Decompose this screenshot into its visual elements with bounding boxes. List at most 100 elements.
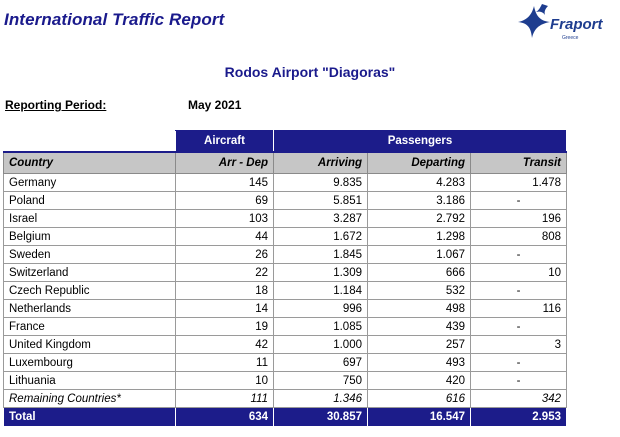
table-cell: 666 <box>367 263 471 282</box>
table-row: Lithuania 10 750 420- <box>3 371 567 390</box>
table-cell: Belgium <box>3 227 176 246</box>
column-header-arr-dep: Arr - Dep <box>175 151 274 174</box>
table-cell: - <box>470 245 567 264</box>
table-row: Israel 103 3.287 2.792 196 <box>3 209 567 228</box>
table-cell: - <box>470 371 567 390</box>
fraport-logo: Fraport Greece <box>510 2 618 48</box>
group-header-aircraft: Aircraft <box>175 130 274 153</box>
table-cell: 3 <box>470 335 567 354</box>
table-cell: 103 <box>175 209 274 228</box>
table-cell: 4.283 <box>367 173 471 192</box>
logo-text: Fraport <box>550 16 603 33</box>
table-row: Netherlands 14 996 498 116 <box>3 299 567 318</box>
table-cell: Luxembourg <box>3 353 176 372</box>
table-cell: 11 <box>175 353 274 372</box>
traffic-table: Aircraft Passengers Country Arr - Dep Ar… <box>3 130 567 427</box>
table-cell: France <box>3 317 176 336</box>
report-title: International Traffic Report <box>4 10 225 29</box>
table-cell: 697 <box>273 353 368 372</box>
fraport-star-icon <box>518 4 550 38</box>
table-cell: Lithuania <box>3 371 176 390</box>
table-body: Germany 145 9.835 4.283 1.478 Poland 69 5.851 3.… <box>3 173 567 427</box>
table-cell: 2.792 <box>367 209 471 228</box>
table-cell: 1.478 <box>470 173 567 192</box>
table-cell: 498 <box>367 299 471 318</box>
table-cell: Germany <box>3 173 176 192</box>
table-cell: - <box>470 317 567 336</box>
table-cell: 1.845 <box>273 245 368 264</box>
table-cell: 14 <box>175 299 274 318</box>
table-cell: 10 <box>175 371 274 390</box>
table-cell: Poland <box>3 191 176 210</box>
table-cell: 26 <box>175 245 274 264</box>
table-cell: 1.067 <box>367 245 471 264</box>
table-cell: 616 <box>367 389 471 408</box>
column-header-arriving: Arriving <box>273 151 368 174</box>
table-cell: 1.672 <box>273 227 368 246</box>
table-cell: United Kingdom <box>3 335 176 354</box>
table-cell: 30.857 <box>273 407 368 427</box>
table-cell: 22 <box>175 263 274 282</box>
column-header-departing: Departing <box>367 151 471 174</box>
table-row: Poland 69 5.851 3.186- <box>3 191 567 210</box>
table-cell: 808 <box>470 227 567 246</box>
table-cell: 342 <box>470 389 567 408</box>
table-cell: 111 <box>175 389 274 408</box>
table-cell: 16.547 <box>367 407 471 427</box>
table-cell: - <box>470 353 567 372</box>
table-cell: 3.186 <box>367 191 471 210</box>
table-row: Sweden 26 1.845 1.067- <box>3 245 567 264</box>
table-cell: 116 <box>470 299 567 318</box>
logo-subtext: Greece <box>562 35 579 41</box>
total-row: Total 634 30.857 16.547 2.953 <box>3 407 567 427</box>
table-cell: 9.835 <box>273 173 368 192</box>
table-cell: 1.346 <box>273 389 368 408</box>
table-cell: Sweden <box>3 245 176 264</box>
table-cell: 996 <box>273 299 368 318</box>
group-header-row: Aircraft Passengers <box>3 130 567 153</box>
table-cell: 3.287 <box>273 209 368 228</box>
table-cell: 196 <box>470 209 567 228</box>
table-row: Belgium 44 1.672 1.298 808 <box>3 227 567 246</box>
table-cell: 532 <box>367 281 471 300</box>
table-cell: 18 <box>175 281 274 300</box>
table-row: United Kingdom 42 1.000 257 3 <box>3 335 567 354</box>
table-cell: 439 <box>367 317 471 336</box>
table-cell: Total <box>3 407 176 427</box>
table-cell: 1.309 <box>273 263 368 282</box>
table-row: France 19 1.085 439- <box>3 317 567 336</box>
table-cell: 1.184 <box>273 281 368 300</box>
group-header-blank <box>3 130 176 153</box>
table-cell: Netherlands <box>3 299 176 318</box>
table-cell: 42 <box>175 335 274 354</box>
table-cell: 5.851 <box>273 191 368 210</box>
table-cell: 750 <box>273 371 368 390</box>
table-cell: 1.085 <box>273 317 368 336</box>
table-cell: Remaining Countries* <box>3 389 176 408</box>
table-cell: 257 <box>367 335 471 354</box>
table-cell: 69 <box>175 191 274 210</box>
table-cell: - <box>470 191 567 210</box>
table-cell: 420 <box>367 371 471 390</box>
column-header-country: Country <box>3 151 176 174</box>
table-cell: 1.298 <box>367 227 471 246</box>
table-cell: Israel <box>3 209 176 228</box>
reporting-period-label: Reporting Period: <box>5 98 107 112</box>
table-cell: Czech Republic <box>3 281 176 300</box>
table-row: Switzerland 22 1.309 666 10 <box>3 263 567 282</box>
table-row: Luxembourg 11 697 493- <box>3 353 567 372</box>
table-row: Czech Republic 18 1.184 532- <box>3 281 567 300</box>
table-cell: 19 <box>175 317 274 336</box>
table-cell: 145 <box>175 173 274 192</box>
reporting-period-value: May 2021 <box>188 98 242 112</box>
remaining-countries-row: Remaining Countries* 111 1.346 616 342 <box>3 389 567 408</box>
table-cell: 10 <box>470 263 567 282</box>
table-cell: Switzerland <box>3 263 176 282</box>
table-cell: 634 <box>175 407 274 427</box>
table-cell: 1.000 <box>273 335 368 354</box>
airport-title: Rodos Airport "Diagoras" <box>224 64 396 80</box>
table-cell: - <box>470 281 567 300</box>
column-header-row: Country Arr - Dep Arriving Departing Tra… <box>3 151 567 174</box>
table-row: Germany 145 9.835 4.283 1.478 <box>3 173 567 192</box>
table-cell: 44 <box>175 227 274 246</box>
